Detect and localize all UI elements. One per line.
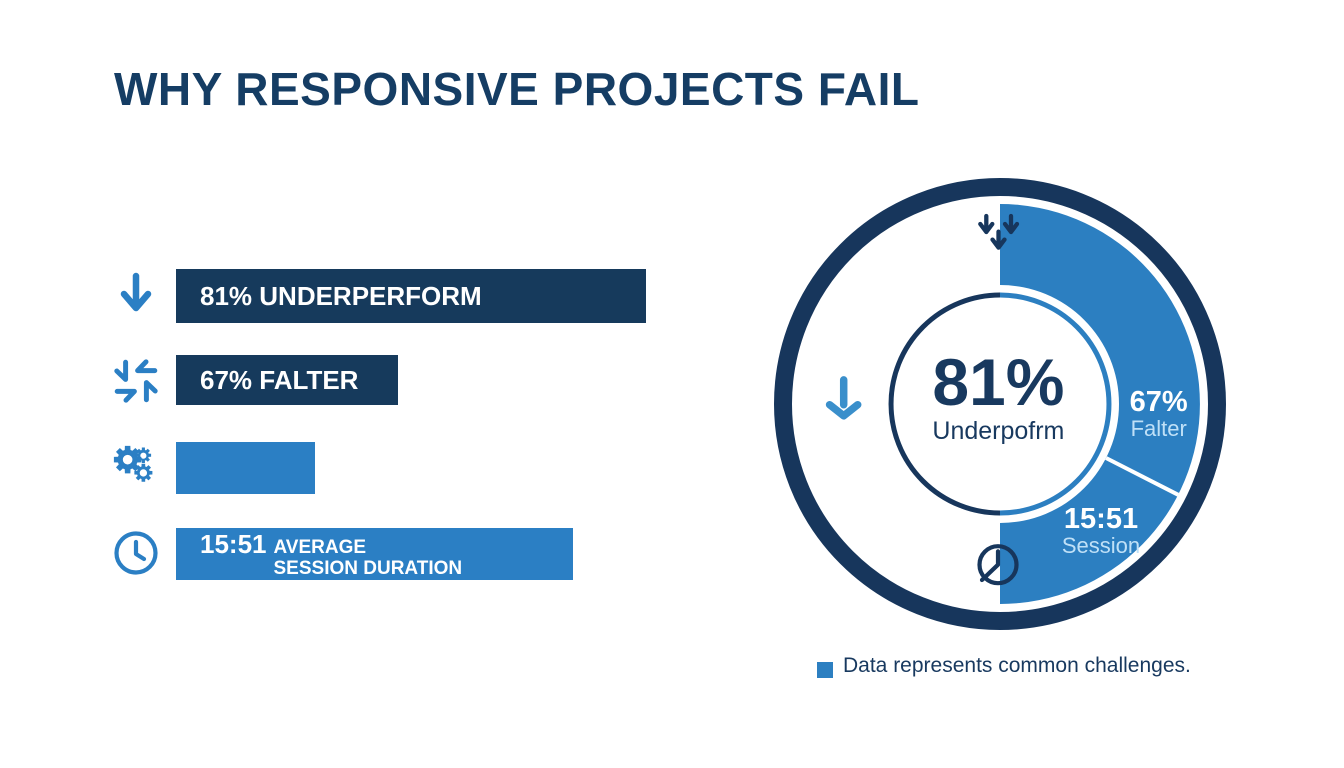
svg-text:Session: Session — [1062, 533, 1140, 558]
svg-text:15:51: 15:51 — [1064, 503, 1138, 535]
svg-text:81%: 81% — [932, 345, 1064, 419]
svg-text:Falter: Falter — [1130, 416, 1186, 441]
svg-text:67%: 67% — [1129, 386, 1187, 418]
svg-text:Underpofrm: Underpofrm — [932, 417, 1064, 445]
